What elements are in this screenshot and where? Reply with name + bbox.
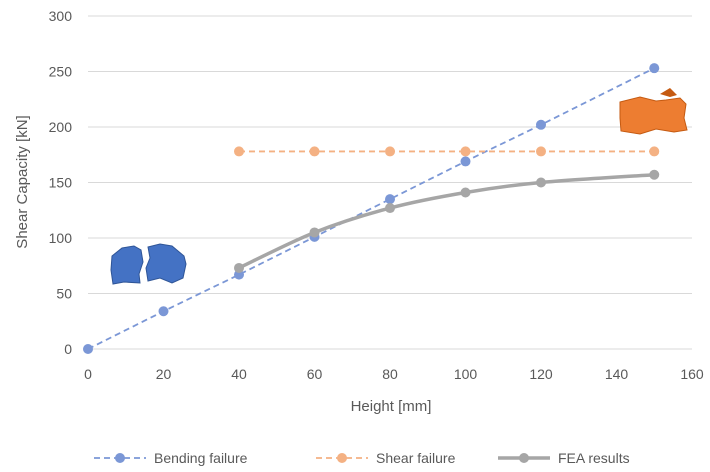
data-point: [536, 146, 546, 157]
shear-chip: [660, 88, 677, 97]
data-point: [385, 194, 395, 205]
y-tick-label: 150: [49, 175, 73, 191]
data-point: [309, 227, 320, 238]
bending-failure-illustration: [110, 243, 187, 285]
data-point: [536, 177, 546, 188]
shear-failure-illustration: [619, 88, 688, 135]
data-point: [536, 119, 546, 130]
x-axis-title: Height [mm]: [351, 398, 432, 415]
series-2: [234, 169, 660, 273]
legend-marker: [115, 453, 125, 463]
data-point: [385, 146, 395, 157]
legend: Bending failure Shear failure FEA results: [94, 450, 630, 466]
legend-marker: [337, 453, 347, 463]
data-point: [234, 146, 244, 157]
y-tick-label: 200: [49, 119, 73, 135]
series-line: [87, 67, 655, 350]
data-point: [460, 156, 471, 167]
legend-marker: [519, 453, 529, 463]
x-tick-label: 80: [382, 366, 398, 382]
legend-label: Shear failure: [376, 450, 456, 466]
x-tick-label: 120: [529, 366, 553, 382]
x-tick-label: 40: [231, 366, 247, 382]
data-point: [158, 306, 169, 317]
data-point: [234, 262, 244, 273]
y-tick-label: 250: [49, 64, 73, 80]
series-layer: [83, 63, 660, 354]
series-line: [238, 172, 655, 270]
legend-label: Bending failure: [154, 450, 248, 466]
series-0: [83, 63, 660, 354]
y-tick-label: 0: [64, 341, 72, 357]
y-tick-label: 100: [49, 230, 73, 246]
data-point: [83, 344, 93, 354]
bending-block-left: [110, 245, 144, 285]
data-point: [460, 187, 471, 198]
bending-block-right: [145, 243, 187, 284]
data-point: [460, 146, 471, 157]
x-tick-label: 140: [605, 366, 629, 382]
legend-label: FEA results: [558, 450, 630, 466]
data-point: [649, 146, 660, 157]
x-tick-label: 160: [680, 366, 704, 382]
shear-block: [619, 96, 688, 135]
data-point: [385, 203, 395, 214]
data-point: [649, 169, 660, 180]
y-axis-title: Shear Capacity [kN]: [14, 115, 31, 248]
y-tick-label: 50: [56, 286, 72, 302]
x-tick-label: 60: [307, 366, 323, 382]
gridlines: [88, 15, 692, 294]
x-tick-label: 20: [156, 366, 172, 382]
x-tick-label: 100: [454, 366, 478, 382]
tick-labels: 0 50 100 150 200 250 300 0 20 40 60 80 100 120 140 160: [49, 8, 704, 382]
y-tick-label: 300: [49, 8, 73, 24]
series-1: [234, 146, 660, 157]
data-point: [309, 146, 320, 157]
data-point: [649, 63, 660, 74]
x-tick-label: 0: [84, 366, 92, 382]
